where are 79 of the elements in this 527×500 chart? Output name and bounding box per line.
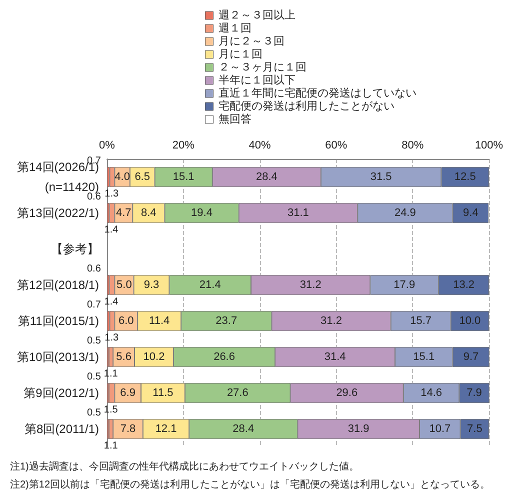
data-label: 0.7 [87, 300, 102, 310]
y-tick-label: 第9回(2012/1) [24, 386, 99, 400]
data-label: 5.6 [116, 351, 132, 363]
data-label: 1.3 [104, 332, 120, 344]
legend-label: 無回答 [218, 114, 252, 126]
legend-label: 半年に１回以下 [218, 74, 296, 86]
text: 注2)第12回以前は「宅配便の発送は利用したことがない」は「宅配便の発送は利用しない」となっている。 [10, 478, 490, 490]
data-label: 10.0 [459, 315, 481, 327]
data-label: 10.7 [429, 423, 451, 435]
data-label: 11.5 [152, 387, 174, 399]
data-label: 1.4 [104, 296, 119, 308]
data-label: 0.6 [87, 192, 102, 202]
data-label: 15.7 [410, 315, 432, 327]
data-label: 29.6 [336, 387, 358, 399]
data-label: 24.9 [394, 207, 416, 219]
legend-label: 直近１年間に宅配便の発送はしていない [218, 86, 416, 100]
data-label: 0.5 [87, 372, 102, 382]
data-label: 17.9 [394, 279, 416, 291]
data-label: 15.1 [172, 171, 194, 183]
data-label: 1.5 [104, 404, 118, 416]
data-label: 31.1 [287, 207, 309, 219]
legend-label: ２～３ヶ月に１回 [218, 62, 306, 74]
data-label: 1.3 [104, 188, 120, 200]
data-label: 31.2 [300, 279, 322, 291]
x-tick-label: 0% [99, 140, 116, 152]
y-tick-label: 第13回(2022/1) [16, 206, 99, 220]
data-label: 0.5 [87, 408, 102, 418]
data-label: 19.4 [191, 207, 212, 219]
data-label: 0.6 [87, 264, 102, 274]
data-label: 14.6 [420, 387, 442, 399]
data-label: 6.9 [120, 387, 136, 399]
data-label: 10.2 [143, 351, 165, 363]
data-label: 9.3 [144, 279, 160, 291]
data-label: 8.4 [140, 207, 156, 219]
legend-label: 宅配便の発送は利用したことがない [218, 100, 394, 112]
x-tick-label: 60% [325, 140, 348, 152]
y-tick-label: 第11回(2015/1) [18, 314, 99, 328]
x-tick-label: 100% [474, 140, 504, 152]
legend-label: 月に１回 [218, 48, 262, 60]
data-label: 31.4 [324, 351, 346, 363]
text: 注1)過去調査は、今回調査の性年代構成比にあわせてウエイトバックした値。 [10, 460, 359, 472]
y-tick-label: 第10回(2013/1) [16, 350, 99, 364]
data-label: 4.7 [116, 207, 132, 219]
data-label: 31.5 [370, 171, 392, 183]
data-label: 7.8 [120, 423, 136, 435]
data-label: 13.2 [453, 279, 474, 291]
data-label: 0.5 [87, 336, 102, 346]
data-label: 26.6 [214, 351, 235, 363]
data-label: 9.7 [463, 351, 479, 363]
data-label: 11.4 [149, 315, 170, 327]
data-label: 4.0 [114, 171, 130, 183]
data-label: 31.2 [320, 315, 342, 327]
data-label: 12.1 [155, 423, 177, 435]
legend-label: 週２～３回以上 [218, 8, 296, 22]
data-label: 1.4 [104, 224, 119, 236]
data-label: 31.9 [348, 423, 370, 435]
data-label: 7.9 [466, 387, 482, 399]
data-label: 6.5 [134, 171, 150, 183]
data-label: 7.5 [467, 423, 482, 435]
legend-label: 月に２～３回 [218, 36, 284, 48]
x-tick-label: 80% [402, 140, 424, 152]
data-label: 1.1 [104, 440, 118, 452]
data-label: 27.6 [226, 387, 248, 399]
y-tick-label: 第12回(2018/1) [16, 278, 99, 292]
data-label: 1.1 [104, 368, 118, 380]
y-tick-label: 第8回(2011/1) [24, 422, 99, 436]
data-label: 5.0 [116, 279, 132, 291]
data-label: 21.4 [199, 279, 221, 291]
data-label: 9.4 [463, 207, 478, 219]
x-tick-label: 20% [172, 140, 195, 152]
data-label: 15.1 [413, 351, 435, 363]
data-label: 28.4 [232, 423, 254, 435]
y-tick-label: 【参考】 [51, 242, 99, 256]
data-label: 23.7 [216, 315, 238, 327]
data-label: 6.0 [118, 315, 134, 327]
legend-label: 週１回 [218, 22, 252, 34]
data-label: 28.4 [256, 171, 278, 183]
data-label: 12.5 [454, 171, 476, 183]
x-tick-label: 40% [248, 140, 272, 152]
